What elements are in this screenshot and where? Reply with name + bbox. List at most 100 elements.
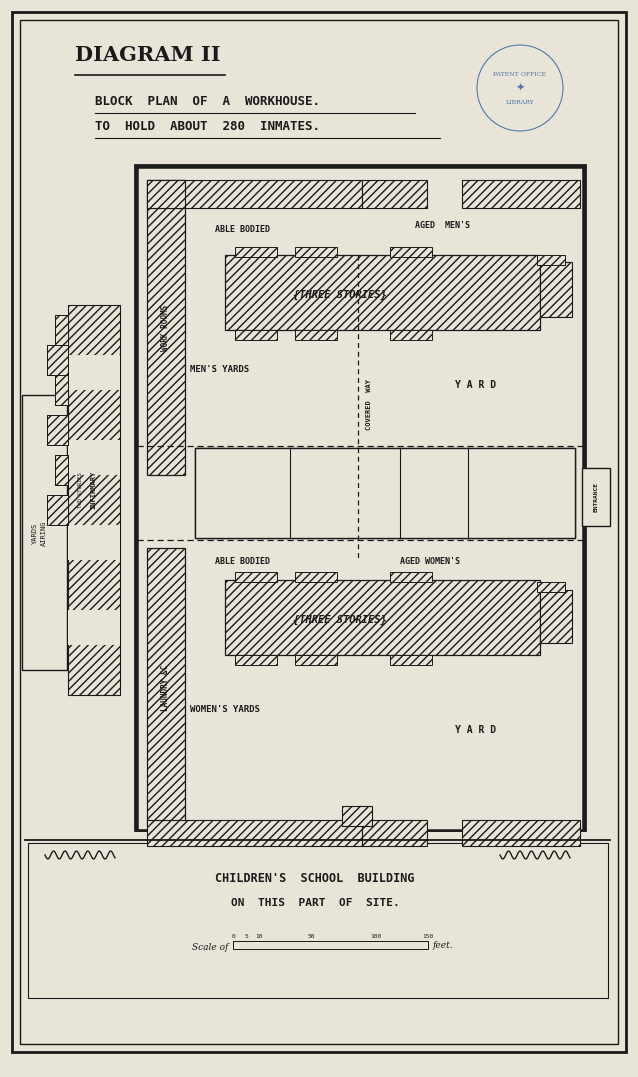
Bar (324, 941, 337, 949)
Bar (235, 247, 277, 257)
Bar (233, 941, 428, 949)
Bar (47, 345, 68, 375)
Bar (55, 454, 68, 485)
Bar (137, 167, 583, 830)
Bar (342, 806, 372, 826)
Bar (225, 255, 540, 330)
Text: HALL: HALL (335, 490, 353, 500)
Bar (235, 655, 277, 665)
Bar (68, 610, 120, 645)
Bar (68, 440, 120, 475)
Bar (47, 415, 68, 445)
Text: LAUNDRY &C: LAUNDRY &C (161, 665, 170, 711)
Text: ✦: ✦ (516, 83, 524, 93)
Bar (295, 247, 337, 257)
Bar (545, 448, 575, 538)
Bar (390, 247, 432, 257)
Bar (540, 262, 572, 317)
Bar (55, 314, 68, 345)
Text: Scale of: Scale of (191, 943, 228, 952)
Text: PATENT OFFICE: PATENT OFFICE (493, 72, 547, 78)
Text: STORES: STORES (418, 474, 446, 482)
Text: BLOCK  PLAN  OF  A  WORKHOUSE.: BLOCK PLAN OF A WORKHOUSE. (95, 95, 320, 108)
Text: LIBRARY: LIBRARY (506, 100, 535, 106)
Bar (376, 941, 389, 949)
Bar (285, 941, 298, 949)
Text: ABLE BODIED: ABLE BODIED (215, 558, 270, 567)
Bar (233, 941, 246, 949)
Text: 50: 50 (308, 934, 315, 939)
Text: ON  THIS  PART  OF  SITE.: ON THIS PART OF SITE. (230, 898, 399, 908)
Text: CHILDREN'S  SCHOOL  BUILDING: CHILDREN'S SCHOOL BUILDING (215, 871, 415, 884)
Text: AGED  MEN'S: AGED MEN'S (415, 221, 470, 229)
Bar (22, 395, 67, 670)
Bar (195, 448, 575, 538)
Bar (147, 820, 362, 847)
Bar (225, 581, 540, 655)
Text: WORK ROOMS: WORK ROOMS (161, 305, 170, 351)
Text: COVERED  WAY: COVERED WAY (366, 379, 372, 431)
Bar (47, 495, 68, 524)
Text: INFIRMARY: INFIRMARY (90, 471, 96, 509)
Text: YARDS: YARDS (32, 522, 38, 544)
Text: APART'S: APART'S (490, 482, 520, 488)
Bar (28, 843, 608, 998)
Bar (246, 941, 259, 949)
Text: ENTRANCE: ENTRANCE (593, 482, 598, 512)
Bar (537, 582, 565, 592)
Bar (259, 941, 272, 949)
Text: MASTER'S: MASTER'S (488, 471, 522, 477)
Bar (390, 572, 432, 582)
Text: TO  HOLD  ABOUT  280  INMATES.: TO HOLD ABOUT 280 INMATES. (95, 120, 320, 132)
Bar (295, 655, 337, 665)
Bar (68, 305, 120, 695)
Bar (147, 548, 185, 826)
Text: &C: &C (501, 493, 509, 499)
Text: AIRING: AIRING (41, 520, 47, 546)
Bar (55, 375, 68, 405)
Bar (235, 330, 277, 340)
Bar (337, 941, 350, 949)
Text: {THREE STORIES}: {THREE STORIES} (293, 615, 387, 625)
Text: {THREE STORIES}: {THREE STORIES} (293, 290, 387, 300)
Bar (295, 330, 337, 340)
Text: DIAGRAM II: DIAGRAM II (75, 45, 221, 65)
Bar (47, 415, 68, 445)
Bar (135, 165, 585, 830)
Bar (362, 180, 427, 208)
Bar (462, 820, 580, 847)
Bar (540, 590, 572, 643)
Bar (55, 314, 68, 345)
Bar (295, 572, 337, 582)
Bar (582, 468, 610, 526)
Text: feet.: feet. (433, 940, 454, 950)
Bar (537, 255, 565, 265)
Text: 100: 100 (371, 934, 382, 939)
Bar (195, 448, 225, 538)
Text: DINING: DINING (330, 477, 358, 487)
Bar (298, 941, 311, 949)
Bar (147, 180, 185, 208)
Text: 0: 0 (231, 934, 235, 939)
Bar (235, 572, 277, 582)
Bar (55, 375, 68, 405)
Text: 10: 10 (255, 934, 263, 939)
Bar (311, 941, 324, 949)
Bar (47, 345, 68, 375)
Bar (390, 330, 432, 340)
Bar (68, 355, 120, 390)
Bar (225, 454, 545, 531)
Bar (390, 655, 432, 665)
Text: ABLE BODIED: ABLE BODIED (215, 225, 270, 235)
Text: Y A R D: Y A R D (455, 380, 496, 390)
Text: Y A R D: Y A R D (455, 725, 496, 735)
Text: MEN'S YARDS: MEN'S YARDS (190, 365, 249, 375)
Bar (147, 180, 185, 475)
Text: 5: 5 (244, 934, 248, 939)
Bar (68, 524, 120, 560)
Text: OFFICES: OFFICES (226, 490, 258, 500)
Bar (272, 941, 285, 949)
Text: AGED WOMEN'S: AGED WOMEN'S (400, 558, 460, 567)
Text: WOMEN'S YARDS: WOMEN'S YARDS (190, 705, 260, 714)
Bar (55, 454, 68, 485)
